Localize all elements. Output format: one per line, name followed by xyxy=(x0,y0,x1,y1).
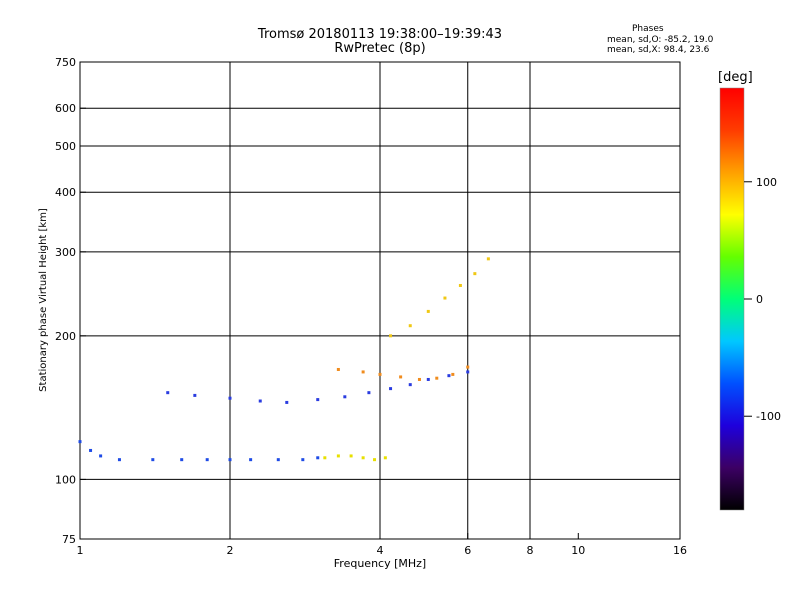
data-point xyxy=(389,334,393,338)
stats-heading: Phases xyxy=(632,24,664,34)
data-point xyxy=(180,458,184,462)
data-point xyxy=(458,283,462,287)
data-point xyxy=(443,296,447,300)
data-point xyxy=(89,448,93,452)
data-point xyxy=(451,372,455,376)
data-point xyxy=(361,370,365,374)
colorbar-tick-label: -100 xyxy=(756,410,781,423)
y-tick-label: 200 xyxy=(55,330,76,343)
data-point xyxy=(205,458,209,462)
data-point xyxy=(117,458,121,462)
data-point xyxy=(258,399,262,403)
data-point xyxy=(447,374,451,378)
colorbar-title: [deg] xyxy=(718,70,753,85)
data-point xyxy=(336,454,340,458)
x-tick-label: 4 xyxy=(377,544,384,557)
data-point xyxy=(228,458,232,462)
data-point xyxy=(249,458,253,462)
data-point xyxy=(486,257,490,261)
x-tick-label: 8 xyxy=(527,544,534,557)
colorbar-tick-label: 100 xyxy=(756,176,777,189)
y-tick-label: 750 xyxy=(55,56,76,69)
data-point xyxy=(383,456,387,460)
chart-title-line1: Tromsø 20180113 19:38:00–19:39:43 xyxy=(257,27,503,42)
data-point xyxy=(78,440,82,444)
colorbar-tick-label: 0 xyxy=(756,293,763,306)
data-point xyxy=(343,395,347,399)
data-point xyxy=(426,309,430,313)
data-point xyxy=(336,367,340,371)
data-point xyxy=(166,391,170,395)
y-tick-label: 300 xyxy=(55,246,76,259)
data-point xyxy=(285,400,289,404)
data-point xyxy=(466,365,470,369)
data-point xyxy=(373,458,377,462)
data-point xyxy=(408,383,412,387)
data-point xyxy=(301,458,305,462)
data-point xyxy=(349,454,353,458)
y-tick-label: 400 xyxy=(55,186,76,199)
data-point xyxy=(316,398,320,402)
data-point xyxy=(466,370,470,374)
x-tick-label: 6 xyxy=(464,544,471,557)
y-tick-label: 100 xyxy=(55,473,76,486)
data-point xyxy=(151,458,155,462)
data-point xyxy=(361,456,365,460)
y-tick-label: 600 xyxy=(55,102,76,115)
chart-title-line2: RwPretec (8p) xyxy=(334,41,426,56)
data-point xyxy=(228,396,232,400)
x-tick-label: 1 xyxy=(77,544,84,557)
data-point xyxy=(276,458,280,462)
data-point xyxy=(408,324,412,328)
data-point xyxy=(435,376,439,380)
y-tick-label: 75 xyxy=(62,533,76,546)
colorbar xyxy=(719,87,745,511)
stats-x-mode: mean, sd,X: 98.4, 23.6 xyxy=(607,45,710,55)
x-tick-label: 16 xyxy=(673,544,687,557)
data-point xyxy=(389,387,393,391)
data-point xyxy=(99,454,103,458)
x-tick-label: 10 xyxy=(571,544,585,557)
data-point xyxy=(193,393,197,397)
stats-o-mode: mean, sd,O: -85.2, 19.0 xyxy=(607,35,714,45)
data-point xyxy=(316,456,320,460)
data-point xyxy=(417,377,421,381)
y-axis-label: Stationary phase Virtual Height [km] xyxy=(38,208,49,392)
data-point xyxy=(378,372,382,376)
data-point xyxy=(426,377,430,381)
data-point xyxy=(473,272,477,276)
x-axis-label: Frequency [MHz] xyxy=(334,557,426,570)
data-point xyxy=(399,375,403,379)
y-tick-label: 500 xyxy=(55,140,76,153)
data-point xyxy=(323,456,327,460)
x-tick-label: 2 xyxy=(227,544,234,557)
data-point xyxy=(367,391,371,395)
